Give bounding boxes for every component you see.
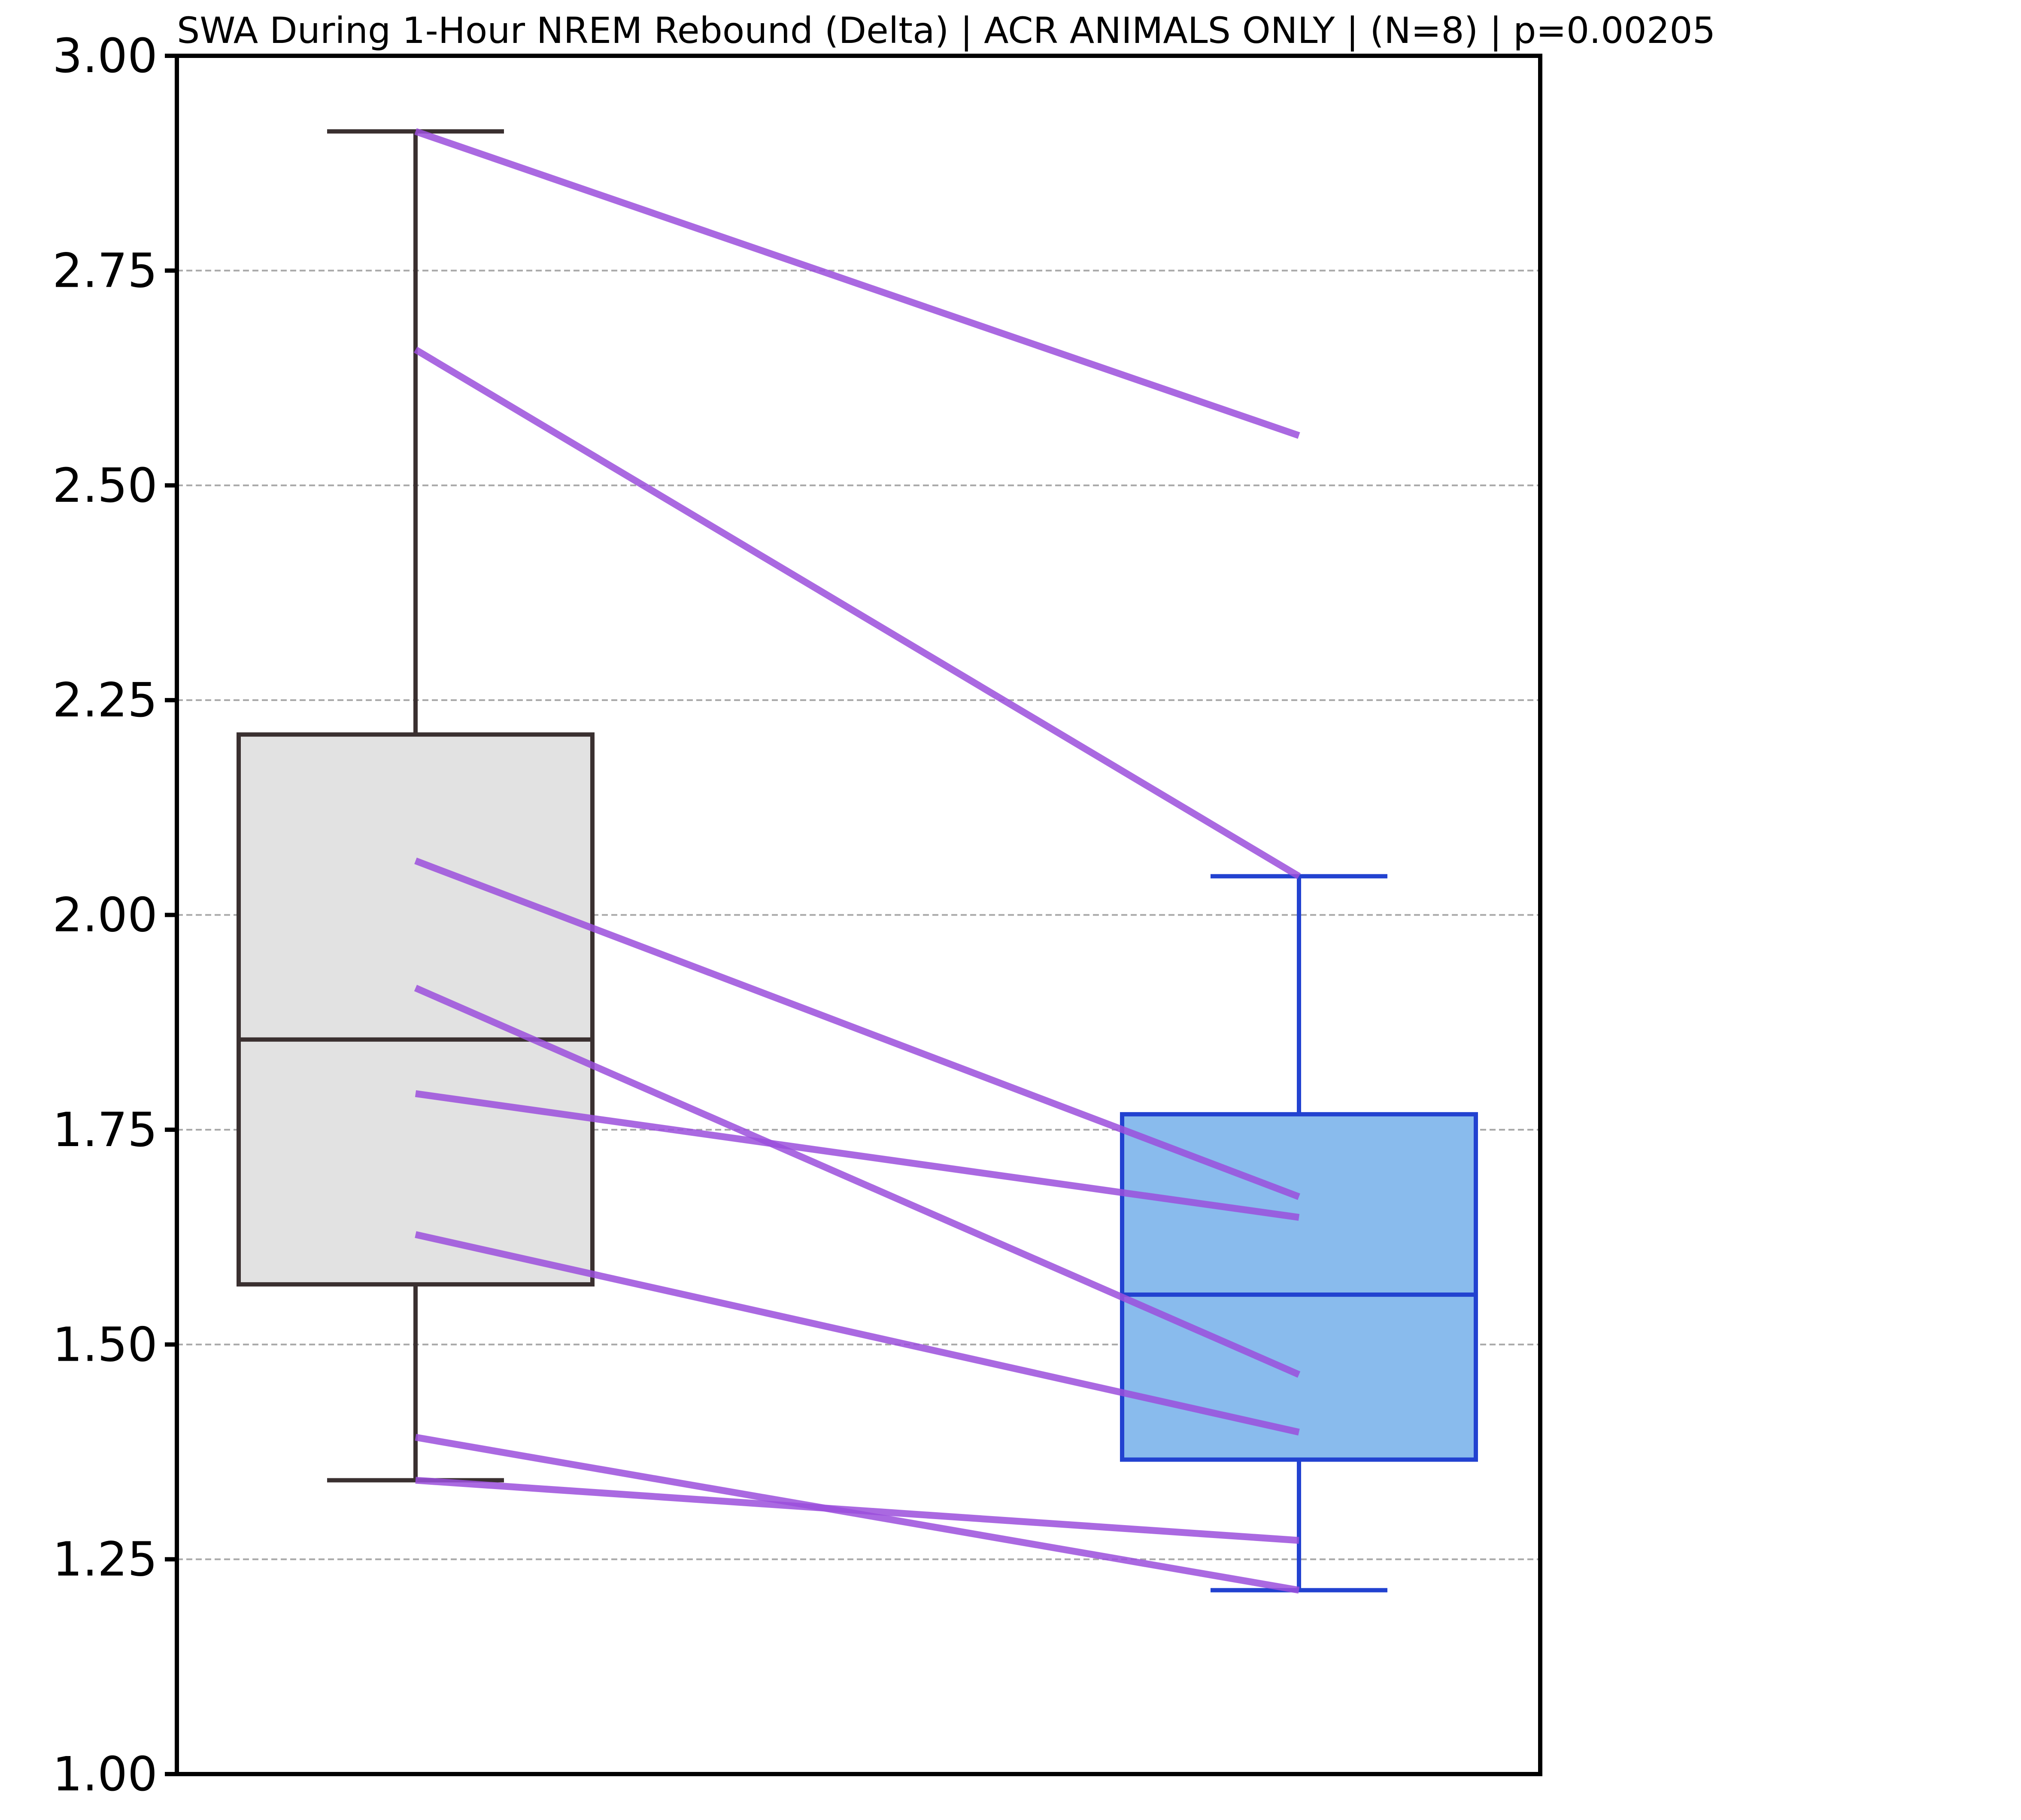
box-iqr	[1120, 1112, 1478, 1462]
paired-line	[415, 1231, 1300, 1436]
paired-line	[414, 857, 1300, 1200]
y-tick-label: 3.00	[52, 28, 158, 83]
chart-title: SWA During 1-Hour NREM Rebound (Delta) |…	[177, 9, 1715, 52]
y-tick-label: 2.75	[52, 243, 158, 298]
y-tick-label: 1.50	[52, 1317, 158, 1372]
paired-lines	[413, 128, 1301, 1594]
y-tick-label: 2.50	[52, 458, 158, 513]
y-tick-label: 2.25	[52, 673, 158, 728]
paired-line	[415, 1090, 1300, 1221]
y-tick-label: 2.00	[52, 888, 158, 943]
box-group	[1120, 874, 1478, 1592]
y-axis: 1.00 1.25 1.50 1.75 2.00 2.25 2.50 2.75 3.00	[52, 28, 177, 1802]
paired-line	[413, 346, 1301, 880]
box-iqr	[237, 732, 595, 1287]
paired-line	[415, 1477, 1299, 1544]
paired-line	[414, 985, 1301, 1378]
y-tick-label: 1.25	[52, 1532, 158, 1587]
paired-line	[414, 128, 1300, 439]
y-tick-label: 1.00	[52, 1747, 158, 1802]
boxes	[237, 129, 1478, 1592]
y-tick-label: 1.75	[52, 1102, 158, 1157]
box-group	[237, 129, 595, 1483]
